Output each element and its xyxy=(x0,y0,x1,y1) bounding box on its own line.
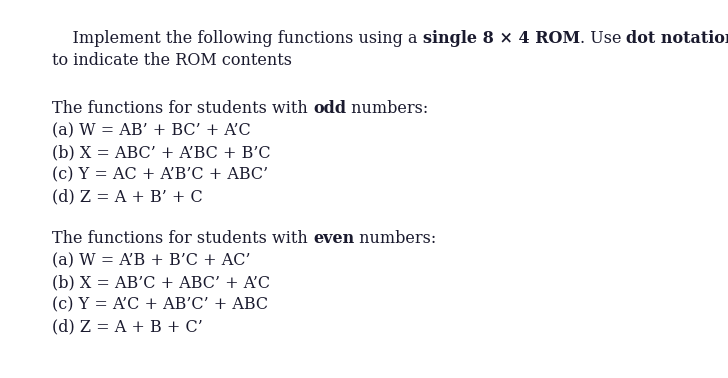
Text: (b) X = AB’C + ABC’ + A’C: (b) X = AB’C + ABC’ + A’C xyxy=(52,274,270,291)
Text: single 8 × 4 ROM: single 8 × 4 ROM xyxy=(423,30,579,47)
Text: (d) Z = A + B’ + C: (d) Z = A + B’ + C xyxy=(52,188,203,205)
Text: (c) Y = A’C + AB’C’ + ABC: (c) Y = A’C + AB’C’ + ABC xyxy=(52,296,268,313)
Text: . Use: . Use xyxy=(579,30,626,47)
Text: Implement the following functions using a: Implement the following functions using … xyxy=(52,30,423,47)
Text: odd: odd xyxy=(313,100,346,117)
Text: (c) Y = AC + A’B’C + ABC’: (c) Y = AC + A’B’C + ABC’ xyxy=(52,166,268,183)
Text: (b) X = ABC’ + A’BC + B’C: (b) X = ABC’ + A’BC + B’C xyxy=(52,144,271,161)
Text: The functions for students with: The functions for students with xyxy=(52,230,313,247)
Text: numbers:: numbers: xyxy=(346,100,428,117)
Text: (d) Z = A + B + C’: (d) Z = A + B + C’ xyxy=(52,318,203,335)
Text: The functions for students with: The functions for students with xyxy=(52,100,313,117)
Text: dot notation: dot notation xyxy=(626,30,728,47)
Text: even: even xyxy=(313,230,354,247)
Text: to indicate the ROM contents: to indicate the ROM contents xyxy=(52,52,292,69)
Text: (a) W = A’B + B’C + AC’: (a) W = A’B + B’C + AC’ xyxy=(52,252,250,269)
Text: numbers:: numbers: xyxy=(354,230,436,247)
Text: (a) W = AB’ + BC’ + A’C: (a) W = AB’ + BC’ + A’C xyxy=(52,122,250,139)
